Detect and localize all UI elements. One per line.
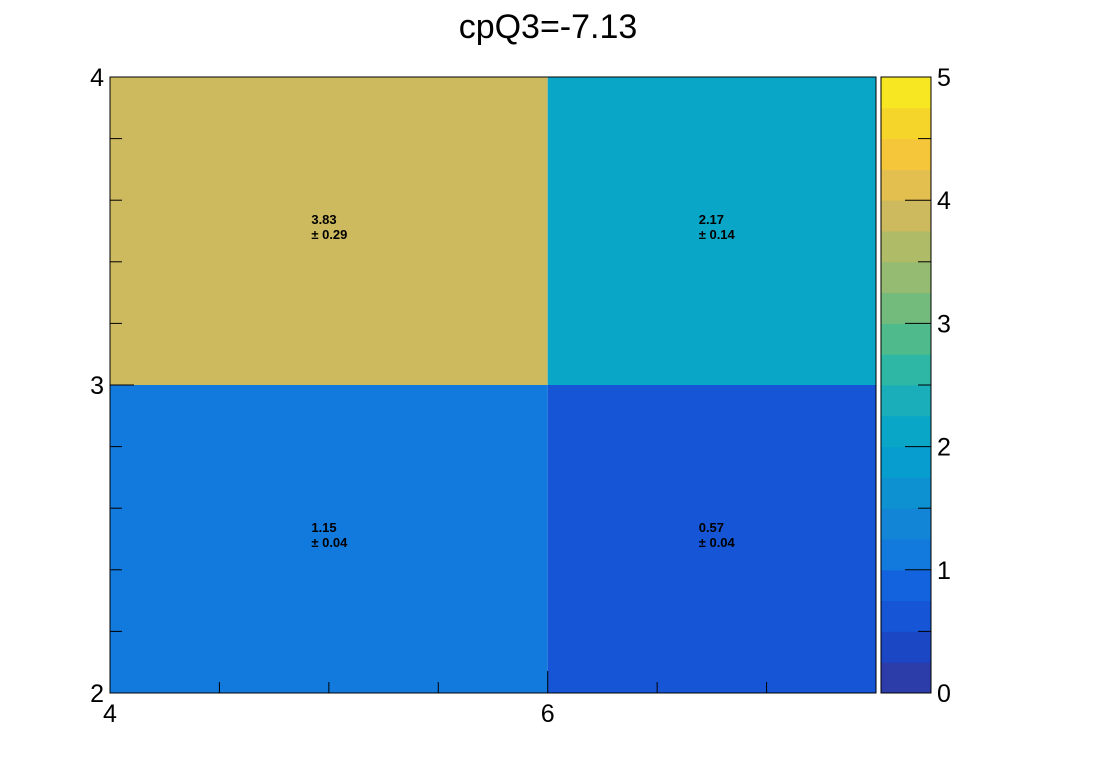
colorbar-level-11 <box>881 323 931 355</box>
colorbar-level-15 <box>881 200 931 232</box>
x-tick-label-1: 6 <box>541 700 555 728</box>
cell-value-label-1: 2.17 <box>699 212 724 227</box>
colorbar-level-9 <box>881 385 931 417</box>
cell-value-label-0: 3.83 <box>311 212 336 227</box>
heatmap-cell-2 <box>110 385 548 693</box>
colorbar-level-3 <box>881 569 931 602</box>
colorbar-level-7 <box>881 446 931 478</box>
colorbar-tick-label-3: 3 <box>937 310 951 338</box>
colorbar-tick-label-4: 4 <box>937 187 951 215</box>
colorbar-level-19 <box>881 77 931 109</box>
colorbar-level-16 <box>881 169 931 201</box>
colorbar-level-1 <box>881 631 931 663</box>
x-tick-label-0: 4 <box>103 700 117 728</box>
colorbar-level-4 <box>881 539 931 571</box>
cell-error-label-0: ± 0.29 <box>311 227 347 242</box>
heatmap-cell-0 <box>110 77 548 385</box>
y-tick-label-2: 4 <box>90 64 104 92</box>
cell-error-label-2: ± 0.04 <box>311 535 348 550</box>
heatmap-cell-3 <box>547 385 876 693</box>
colorbar-level-6 <box>881 477 931 509</box>
colorbar-tick-label-0: 0 <box>937 680 951 708</box>
colorbar-tick-label-1: 1 <box>937 557 951 585</box>
y-tick-label-0: 2 <box>90 680 104 708</box>
heatmap-cell-1 <box>547 77 876 385</box>
heatmap-cells <box>110 77 876 693</box>
y-tick-label-1: 3 <box>90 372 104 400</box>
cell-error-label-3: ± 0.04 <box>699 535 736 550</box>
colorbar-level-14 <box>881 231 931 263</box>
colorbar-level-17 <box>881 138 931 170</box>
colorbar-level-5 <box>881 508 931 540</box>
heatmap-cell-labels: 3.83± 0.292.17± 0.141.15± 0.040.57± 0.04 <box>311 212 735 550</box>
colorbar-tick-label-2: 2 <box>937 434 951 462</box>
colorbar-level-2 <box>881 600 931 632</box>
colorbar-level-0 <box>881 662 931 694</box>
color-scale-bar: 0 1 2 3 4 5 <box>880 64 951 708</box>
colorbar-level-13 <box>881 261 931 294</box>
colorbar-level-10 <box>881 354 931 386</box>
colorbar-tick-label-5: 5 <box>937 64 951 92</box>
colorbar-level-18 <box>881 107 931 140</box>
cell-value-label-3: 0.57 <box>699 520 724 535</box>
colorbar-level-12 <box>881 292 931 324</box>
plot-axes: 4 6 2 3 4 <box>90 64 877 728</box>
chart-title: cpQ3=-7.13 <box>459 8 638 46</box>
colorbar-level-8 <box>881 415 931 448</box>
cell-value-label-2: 1.15 <box>311 520 336 535</box>
cell-error-label-1: ± 0.14 <box>699 227 736 242</box>
